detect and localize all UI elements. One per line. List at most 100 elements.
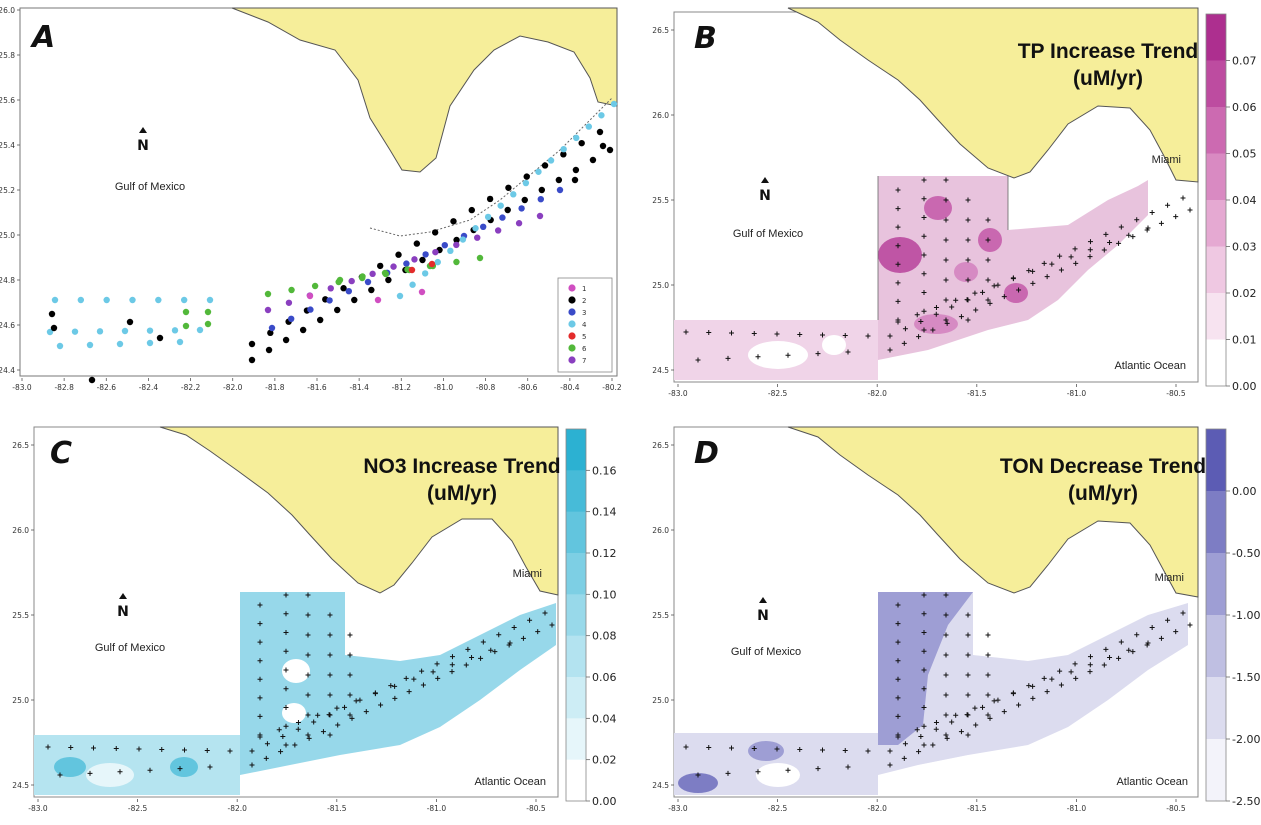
station-point xyxy=(515,220,523,227)
no3-hotspot xyxy=(54,757,86,777)
station-cross xyxy=(363,709,369,715)
station-cross xyxy=(958,729,964,735)
station-cross xyxy=(972,290,978,296)
station-cross xyxy=(1101,247,1107,253)
miami-label: Miami xyxy=(1152,154,1181,166)
station-cross xyxy=(921,177,927,183)
station-cross xyxy=(159,747,165,752)
station-point xyxy=(96,328,104,335)
station-cross xyxy=(1030,280,1036,286)
station-cross xyxy=(918,733,924,739)
y-tick-label: 24.4 xyxy=(0,366,15,375)
station-cross xyxy=(902,741,908,747)
florida-land xyxy=(231,7,618,173)
station-cross xyxy=(921,630,927,635)
station-point xyxy=(334,306,341,314)
x-tick-label: -83.0 xyxy=(668,804,688,813)
station-cross xyxy=(326,712,332,718)
panel-b-label: B xyxy=(694,21,717,56)
x-tick-label: -80.6 xyxy=(518,383,538,392)
legend-swatch xyxy=(568,296,576,304)
station-cross xyxy=(895,621,901,627)
north-label: N xyxy=(757,608,769,624)
station-cross xyxy=(435,675,441,681)
station-cross xyxy=(973,307,979,313)
station-cross xyxy=(1049,676,1055,682)
colorbar-segment xyxy=(566,594,586,637)
colorbar-segment xyxy=(1206,246,1226,294)
station-cross xyxy=(1158,635,1164,641)
station-points xyxy=(46,100,618,384)
panel-c-map: N Gulf of Mexico Miami Atlantic Ocean NO… xyxy=(12,426,617,813)
station-point xyxy=(453,236,460,244)
station-cross xyxy=(842,333,848,338)
station-cross xyxy=(1044,274,1050,280)
y-tick-label: 25.2 xyxy=(0,186,15,195)
station-cross xyxy=(695,357,701,363)
station-cross xyxy=(257,602,263,608)
station-cross xyxy=(1041,675,1047,681)
x-tick-label: -82.0 xyxy=(223,383,243,392)
station-cross xyxy=(342,704,348,710)
station-cross xyxy=(449,669,455,675)
panel-d-units: (uM/yr) xyxy=(1068,482,1138,505)
y-tick-label: 24.8 xyxy=(0,276,15,285)
gulf-of-mexico-label: Gulf of Mexico xyxy=(115,181,185,193)
station-cross xyxy=(283,723,289,729)
station-cross xyxy=(916,334,922,340)
x-tick-label: -82.5 xyxy=(768,389,788,398)
station-point xyxy=(264,306,272,314)
station-cross xyxy=(965,612,971,618)
station-point xyxy=(311,282,319,290)
florida-land xyxy=(787,426,1199,598)
station-point xyxy=(385,276,392,284)
x-tick-label: -81.0 xyxy=(1067,389,1087,398)
colorbar-segment xyxy=(566,470,586,513)
station-cross xyxy=(257,676,263,682)
x-tick-label: -80.5 xyxy=(526,804,546,813)
station-cross xyxy=(985,297,991,303)
station-cross xyxy=(958,314,964,320)
y-tick-label: 25.6 xyxy=(0,96,15,105)
colorbar-tick-label: 0.04 xyxy=(592,712,617,725)
panel-d: N Gulf of Mexico Miami Atlantic Ocean TO… xyxy=(628,415,1261,825)
colorbar-tick-label: 0.16 xyxy=(592,464,617,477)
x-tick-label: -82.8 xyxy=(54,383,74,392)
gulf-of-mexico-label: Gulf of Mexico xyxy=(95,642,165,654)
station-point xyxy=(541,162,549,169)
station-point xyxy=(480,223,487,230)
station-cross xyxy=(305,672,311,678)
tp-low-area xyxy=(822,335,846,355)
station-cross xyxy=(280,733,286,739)
station-cross xyxy=(887,748,893,754)
station-cross xyxy=(820,332,825,338)
station-cross xyxy=(207,764,213,770)
station-cross xyxy=(327,612,333,618)
station-cross xyxy=(136,746,142,752)
panel-c-units: (uM/yr) xyxy=(427,482,497,505)
station-point xyxy=(450,218,457,225)
colorbar-tick-label: 0.00 xyxy=(592,795,617,808)
station-point xyxy=(307,306,314,313)
station-point xyxy=(421,270,429,277)
station-cross xyxy=(865,333,871,339)
station-cross xyxy=(327,652,333,658)
station-cross xyxy=(1118,224,1124,230)
north-arrow: N xyxy=(757,597,769,624)
station-point xyxy=(419,256,426,264)
colorbar-tick-label: 0.08 xyxy=(592,630,617,643)
station-point xyxy=(306,292,314,300)
station-point xyxy=(71,328,79,335)
north-label: N xyxy=(759,188,771,204)
station-cross xyxy=(845,349,851,355)
station-cross xyxy=(921,252,927,258)
panel-a-label: A xyxy=(30,20,55,55)
colorbar-tick-label: -1.00 xyxy=(1232,609,1260,622)
station-cross xyxy=(725,770,731,776)
colorbar-segment xyxy=(1206,615,1226,678)
station-cross xyxy=(327,732,333,738)
station-point xyxy=(196,326,204,334)
station-cross xyxy=(1073,260,1079,266)
tp-hotspot xyxy=(1004,283,1028,303)
station-point xyxy=(206,296,214,304)
